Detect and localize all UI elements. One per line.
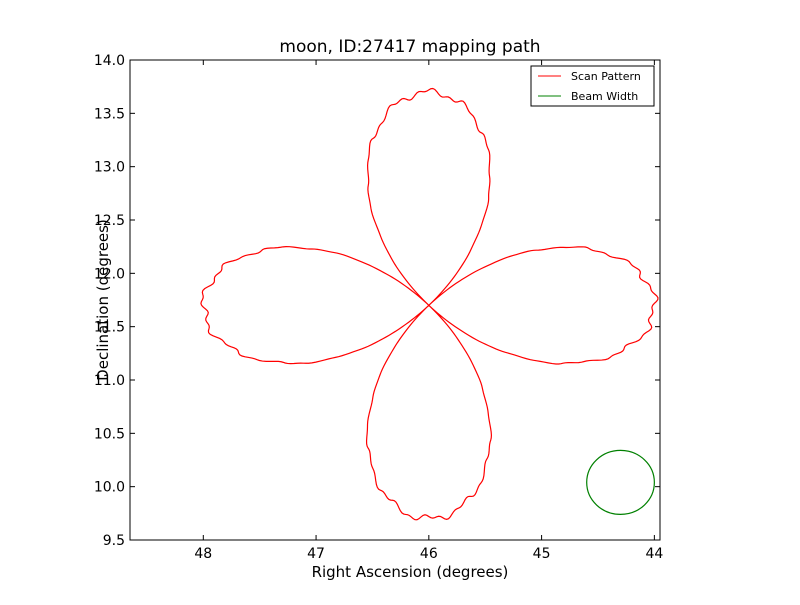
y-tick-label: 10.5 [94,426,125,442]
y-tick-label: 11.5 [94,320,125,336]
y-tick-label: 11.0 [94,373,125,389]
y-tick-label: 12.0 [94,266,125,282]
y-tick-label: 13.5 [94,106,125,122]
y-tick-label: 9.5 [103,533,125,549]
x-axis-label: Right Ascension (degrees) [312,563,509,581]
x-tick-label: 46 [420,546,438,562]
legend-label-scan-pattern: Scan Pattern [571,70,641,83]
x-tick-label: 44 [645,546,663,562]
plot-frame [129,59,661,541]
legend-label-beam-width: Beam Width [571,90,638,103]
plot-area [200,87,659,521]
x-tick-label: 47 [307,546,325,562]
y-tick-label: 14.0 [94,53,125,69]
x-tick-label: 48 [194,546,212,562]
y-tick-label: 10.0 [94,480,125,496]
y-axis: 9.5 10.0 10.5 11.0 11.5 12.0 12.5 13.0 13.5 14.0 [94,53,660,549]
y-tick-label: 13.0 [94,160,125,176]
chart-title: moon, ID:27417 mapping path [279,37,540,57]
y-axis-label: Declination (degrees) [94,219,112,381]
legend: Scan Pattern Beam Width [530,65,655,107]
beam-width-circle [586,449,655,515]
legend-box [530,65,655,107]
scan-pattern-line [200,87,659,521]
y-tick-label: 12.5 [94,213,125,229]
x-tick-label: 45 [533,546,551,562]
x-axis: 48 47 46 45 44 [194,60,663,562]
